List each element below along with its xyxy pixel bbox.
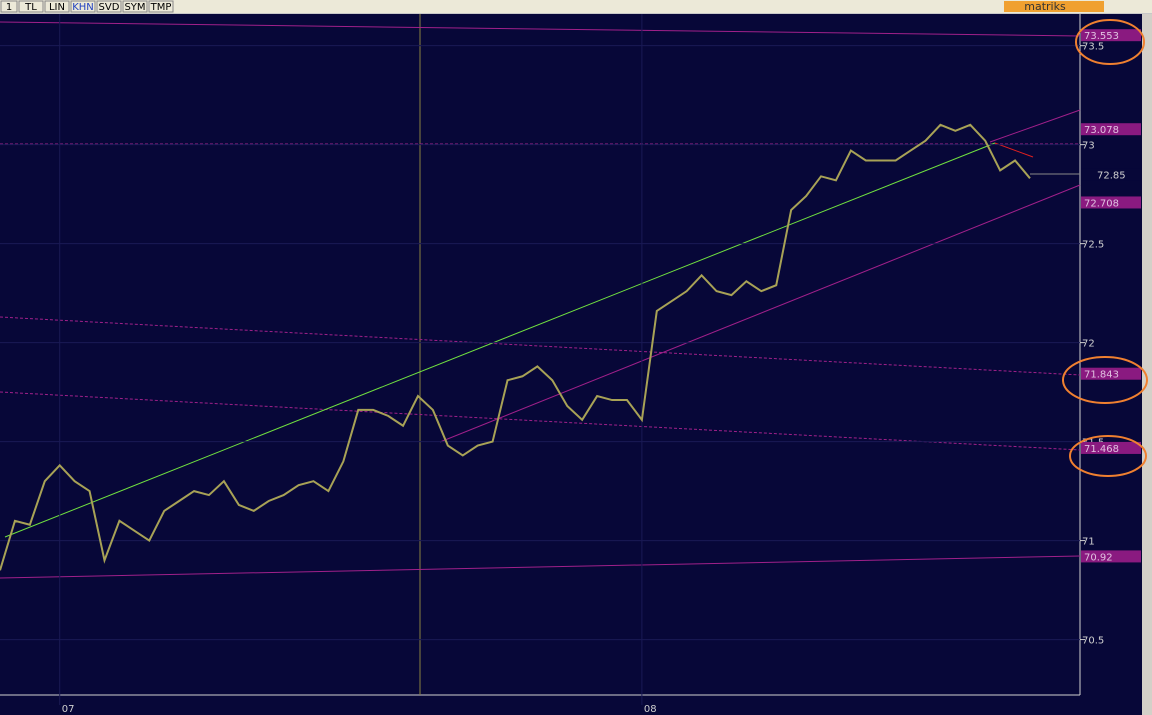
y-tick-label: 71 bbox=[1082, 537, 1095, 548]
last-price-label: 72.85 bbox=[1097, 170, 1126, 181]
brand: matriks bbox=[1024, 0, 1066, 13]
scrollbar bbox=[1142, 14, 1152, 715]
toolbar-button[interactable] bbox=[122, 0, 148, 13]
toolbar-button[interactable] bbox=[70, 0, 96, 13]
level-box bbox=[1081, 367, 1141, 380]
y-tick-label: 70.5 bbox=[1082, 636, 1104, 647]
level-box bbox=[1081, 550, 1141, 563]
toolbar-button[interactable] bbox=[148, 0, 174, 13]
level-line bbox=[0, 391, 1081, 451]
y-tick-label: 73 bbox=[1082, 141, 1095, 152]
toolbar bbox=[0, 0, 1152, 13]
toolbar-button-label[interactable]: SYM bbox=[124, 2, 145, 13]
last-price-box bbox=[1081, 168, 1141, 181]
y-tick-label: 72 bbox=[1082, 339, 1095, 350]
resistance-line bbox=[0, 21, 1081, 37]
trend-line bbox=[4, 142, 996, 538]
level-box bbox=[1081, 441, 1141, 454]
toolbar-button-label[interactable]: SVD bbox=[99, 2, 120, 13]
level-label: 70.92 bbox=[1084, 552, 1113, 563]
chart-layer: 70.57171.57272.57373.5070873.55373.07872… bbox=[0, 14, 1141, 715]
level-box bbox=[1081, 123, 1141, 136]
toolbar-button-label[interactable]: LIN bbox=[49, 2, 65, 13]
level-box bbox=[1081, 29, 1141, 42]
level-label: 73.553 bbox=[1084, 31, 1119, 42]
x-tick-label: 07 bbox=[62, 704, 75, 715]
y-tick-label: 73.5 bbox=[1082, 42, 1104, 53]
brand-box bbox=[1004, 1, 1104, 12]
highlight-circle bbox=[1075, 19, 1145, 65]
toolbar-button-label[interactable]: 1 bbox=[6, 2, 12, 13]
channel-line bbox=[989, 109, 1081, 143]
toolbar-button-label[interactable]: TL bbox=[24, 2, 37, 13]
toolbar-button[interactable] bbox=[0, 0, 18, 13]
toolbar-button[interactable] bbox=[96, 0, 122, 13]
trend-line bbox=[994, 142, 1034, 158]
plot-area bbox=[0, 14, 1142, 715]
support-line bbox=[0, 555, 1081, 579]
toolbar-button[interactable] bbox=[18, 0, 44, 13]
highlight-circle bbox=[1069, 435, 1147, 477]
price-line bbox=[0, 123, 1031, 571]
level-label: 71.468 bbox=[1084, 444, 1119, 455]
highlight-circle bbox=[1062, 356, 1148, 404]
level-line bbox=[0, 316, 1081, 376]
x-tick-label: 08 bbox=[644, 704, 657, 715]
toolbar-button-label[interactable]: KHN bbox=[72, 2, 94, 13]
level-box bbox=[1081, 196, 1141, 209]
level-label: 71.843 bbox=[1084, 370, 1119, 381]
channel-line bbox=[439, 184, 1081, 443]
level-label: 73.078 bbox=[1084, 125, 1119, 136]
toolbar-button-label[interactable]: TMP bbox=[150, 2, 172, 13]
toolbar-button[interactable] bbox=[44, 0, 70, 13]
y-tick-label: 72.5 bbox=[1082, 240, 1104, 251]
level-label: 72.708 bbox=[1084, 198, 1119, 209]
